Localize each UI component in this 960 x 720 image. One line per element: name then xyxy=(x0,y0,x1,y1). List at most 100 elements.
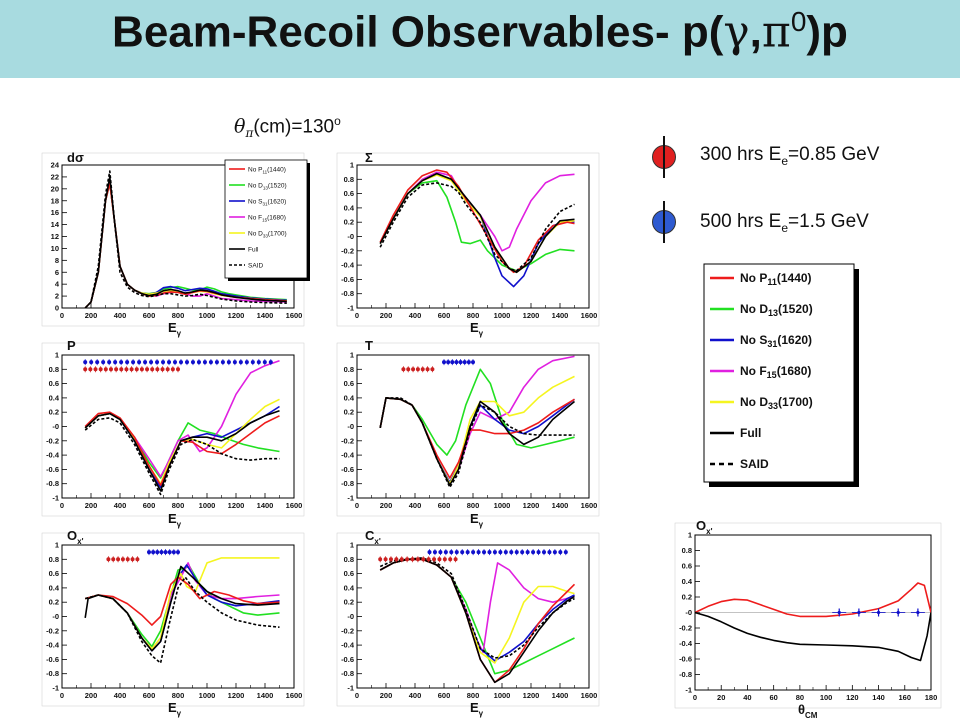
x-axis-label: Eγ xyxy=(470,511,484,529)
data-point xyxy=(541,550,546,555)
data-point xyxy=(460,550,465,555)
x-tick-label: 60 xyxy=(769,693,777,702)
data-point xyxy=(476,550,481,555)
x-tick-label: 400 xyxy=(114,501,127,510)
data-point xyxy=(394,557,399,562)
data-point xyxy=(378,557,383,562)
x-tick-label: 80 xyxy=(796,693,804,702)
data-point xyxy=(129,367,134,372)
y-tick-label: -0.4 xyxy=(341,261,355,270)
x-axis-label: θCM xyxy=(798,702,818,720)
y-tick-label: 24 xyxy=(51,161,60,170)
data-point xyxy=(916,610,920,615)
y-tick-label: 0.2 xyxy=(344,218,354,227)
data-point xyxy=(135,557,140,562)
chart-Ox: 0 200 400 600 800 1000 1200 1400 1600 -1 -0.8 -0.6 -… xyxy=(41,528,305,718)
data-point xyxy=(465,550,470,555)
legend-label: Full xyxy=(740,426,761,440)
y-tick-label: -0.2 xyxy=(341,436,354,445)
data-point xyxy=(425,367,430,372)
legend-label: SAID xyxy=(740,457,769,471)
y-tick-label: -0.6 xyxy=(46,465,59,474)
data-point xyxy=(450,360,455,365)
y-tick-label: -0 xyxy=(685,608,692,617)
data-point xyxy=(145,367,150,372)
y-tick-label: 2 xyxy=(55,292,59,301)
data-point xyxy=(388,557,393,562)
x-tick-label: 1600 xyxy=(581,311,598,320)
x-tick-label: 600 xyxy=(143,311,156,320)
data-point xyxy=(449,550,454,555)
x-tick-label: 40 xyxy=(743,693,751,702)
data-point xyxy=(454,360,459,365)
data-point xyxy=(125,360,130,365)
data-point xyxy=(171,550,176,555)
data-point xyxy=(167,550,172,555)
data-point xyxy=(536,550,541,555)
data-point xyxy=(401,367,406,372)
data-point xyxy=(896,610,900,615)
y-tick-label: -1 xyxy=(347,304,354,313)
data-point xyxy=(95,360,100,365)
y-tick-label: -0 xyxy=(52,612,59,621)
y-tick-label: -0.6 xyxy=(341,275,354,284)
y-tick-label: 0.6 xyxy=(344,379,354,388)
y-tick-label: -0.4 xyxy=(341,641,355,650)
x-tick-label: 1000 xyxy=(199,691,216,700)
y-tick-label: 1 xyxy=(688,531,692,540)
y-tick-label: -0.8 xyxy=(341,479,354,488)
y-tick-label: 0.4 xyxy=(344,203,355,212)
y-axis-label: Cx' xyxy=(365,528,381,546)
x-tick-label: 800 xyxy=(467,691,480,700)
legend-label: No D13(1520) xyxy=(248,183,287,191)
data-point xyxy=(149,360,154,365)
x-tick-label: 0 xyxy=(355,501,359,510)
panel-background xyxy=(336,152,600,327)
y-tick-label: 8 xyxy=(55,256,59,265)
data-point xyxy=(124,367,129,372)
x-tick-label: 800 xyxy=(172,311,185,320)
data-point xyxy=(531,550,536,555)
y-tick-label: -0 xyxy=(347,232,354,241)
y-tick-label: 0.8 xyxy=(344,365,354,374)
x-tick-label: 400 xyxy=(114,311,127,320)
data-point xyxy=(103,367,108,372)
angle-label: θπ(cm)=130o xyxy=(234,114,341,141)
data-point xyxy=(150,367,155,372)
data-point xyxy=(176,367,180,372)
chart-dsigma: 0 200 400 600 800 1000 1200 1400 160002468101214… xyxy=(41,150,310,338)
page-title: Beam-Recoil Observables- p(γ,π0)p xyxy=(112,6,848,58)
y-tick-label: 0.2 xyxy=(344,598,354,607)
y-tick-label: -0.2 xyxy=(341,626,354,635)
x-tick-label: 600 xyxy=(438,691,451,700)
y-tick-label: 0.2 xyxy=(682,593,692,602)
y-tick-label: -0.4 xyxy=(46,641,60,650)
data-point xyxy=(232,360,237,365)
data-point xyxy=(101,360,106,365)
series-group xyxy=(84,170,287,308)
y-axis-label: T xyxy=(365,338,373,353)
x-tick-label: 20 xyxy=(717,693,725,702)
panel-background xyxy=(674,522,942,709)
x-tick-label: 1000 xyxy=(494,311,511,320)
x-tick-label: 120 xyxy=(846,693,859,702)
x-tick-label: 1400 xyxy=(257,691,274,700)
data-point xyxy=(131,360,136,365)
x-axis-label: Eγ xyxy=(168,511,182,529)
y-tick-label: -1 xyxy=(52,684,59,693)
y-tick-label: 0.8 xyxy=(344,555,354,564)
data-point xyxy=(88,367,93,372)
x-axis-label: Eγ xyxy=(470,320,484,338)
x-tick-label: 1400 xyxy=(552,501,569,510)
y-tick-label: -1 xyxy=(685,686,692,695)
y-tick-label: -0.6 xyxy=(46,655,59,664)
data-point xyxy=(119,360,124,365)
data-point xyxy=(520,550,525,555)
x-tick-label: 1600 xyxy=(286,691,303,700)
data-point xyxy=(415,557,420,562)
series-line-6 xyxy=(84,417,280,496)
beam-marker-red xyxy=(652,136,676,178)
x-tick-label: 1400 xyxy=(552,311,569,320)
series-line-5 xyxy=(379,172,575,274)
